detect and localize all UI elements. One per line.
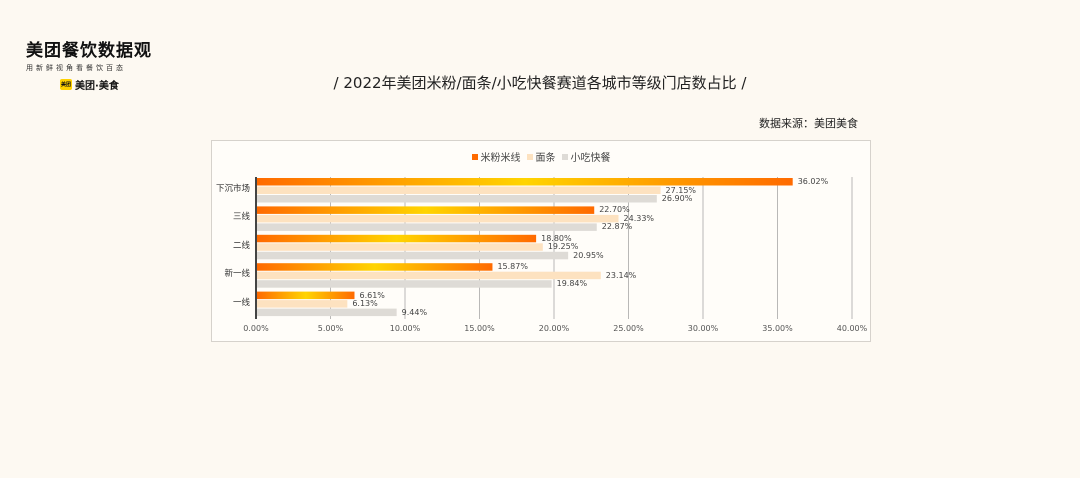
chart-legend: 米粉米线 面条 小吃快餐: [212, 149, 870, 164]
chart-panel: 米粉米线 面条 小吃快餐 0.00% 5.00% 10.00% 15.00% 20.00% 2…: [211, 140, 871, 342]
logo-brand: 美团 美团·美食: [60, 77, 152, 92]
legend-swatch: [526, 153, 533, 160]
data-label: 20.95%: [573, 250, 604, 260]
bar-series-0: [257, 178, 793, 186]
bar-series-1: [257, 300, 348, 308]
data-label: 24.33%: [623, 213, 655, 223]
bar-series-0: [257, 234, 537, 243]
data-label: 6.61%: [359, 290, 385, 300]
bar-series-2: [257, 280, 552, 288]
logo-title: 美团餐饮数据观: [26, 41, 152, 61]
bar-series-2: [257, 195, 657, 203]
bar-series-1: [257, 271, 601, 280]
data-label: 36.02%: [797, 177, 829, 186]
legend-label: 面条: [535, 153, 556, 164]
x-tick-label: 20.00%: [538, 324, 570, 333]
data-label: 19.25%: [547, 242, 579, 252]
category-label: 一线: [232, 297, 250, 308]
x-tick-label: 25.00%: [613, 324, 644, 333]
data-label: 19.84%: [556, 279, 588, 289]
data-label: 15.87%: [497, 262, 528, 272]
x-tick-label: 15.00%: [464, 324, 495, 333]
category-label: 二线: [232, 240, 250, 251]
category-label: 新一线: [224, 269, 250, 280]
brand-badge: 美团: [60, 79, 73, 90]
logo-subtitle: 用新鲜视角看餐饮百态: [26, 64, 126, 72]
data-source: 数据来源：美团美食: [759, 117, 858, 130]
legend-swatch: [561, 153, 568, 160]
legend-item: 面条: [526, 149, 556, 164]
data-label: 26.90%: [661, 194, 693, 203]
bar-series-1: [257, 186, 661, 194]
bar-series-1: [257, 214, 619, 223]
category-label: 三线: [232, 212, 250, 223]
chart-title: / 2022年美团米粉/面条/小吃快餐赛道各城市等级门店数占比 /: [333, 74, 747, 92]
category-label: 下沉市场: [215, 184, 250, 194]
bar-series-1: [257, 243, 543, 251]
x-tick-label: 40.00%: [836, 324, 868, 333]
legend-item: 小吃快餐: [561, 149, 611, 164]
data-label: 22.87%: [601, 222, 633, 232]
x-tick-label: 35.00%: [762, 324, 793, 333]
x-tick-label: 30.00%: [687, 324, 719, 333]
logo: 美团餐饮数据观 用新鲜视角看餐饮百态 美团 美团·美食: [26, 36, 152, 92]
x-tick-label: 0.00%: [243, 324, 269, 333]
bar-series-2: [257, 251, 569, 260]
bar-series-0: [257, 263, 493, 271]
legend-swatch: [471, 153, 478, 160]
x-tick-label: 10.00%: [389, 324, 421, 333]
bar-series-0: [257, 206, 595, 214]
data-label: 9.44%: [401, 307, 428, 317]
data-label: 27.15%: [665, 185, 697, 195]
chart-plot: [255, 177, 853, 319]
legend-label: 米粉米线: [480, 153, 521, 164]
bar-series-0: [257, 291, 355, 300]
data-label: 6.13%: [352, 299, 378, 309]
bar-series-2: [257, 308, 397, 317]
data-label: 18.80%: [541, 233, 572, 243]
data-label: 22.70%: [599, 205, 630, 215]
data-label: 23.14%: [605, 270, 637, 280]
legend-label: 小吃快餐: [570, 153, 611, 164]
x-tick-label: 5.00%: [317, 324, 344, 333]
bar-series-2: [257, 223, 597, 231]
legend-item: 米粉米线: [471, 149, 521, 164]
brand-name: 美团·美食: [75, 81, 119, 92]
